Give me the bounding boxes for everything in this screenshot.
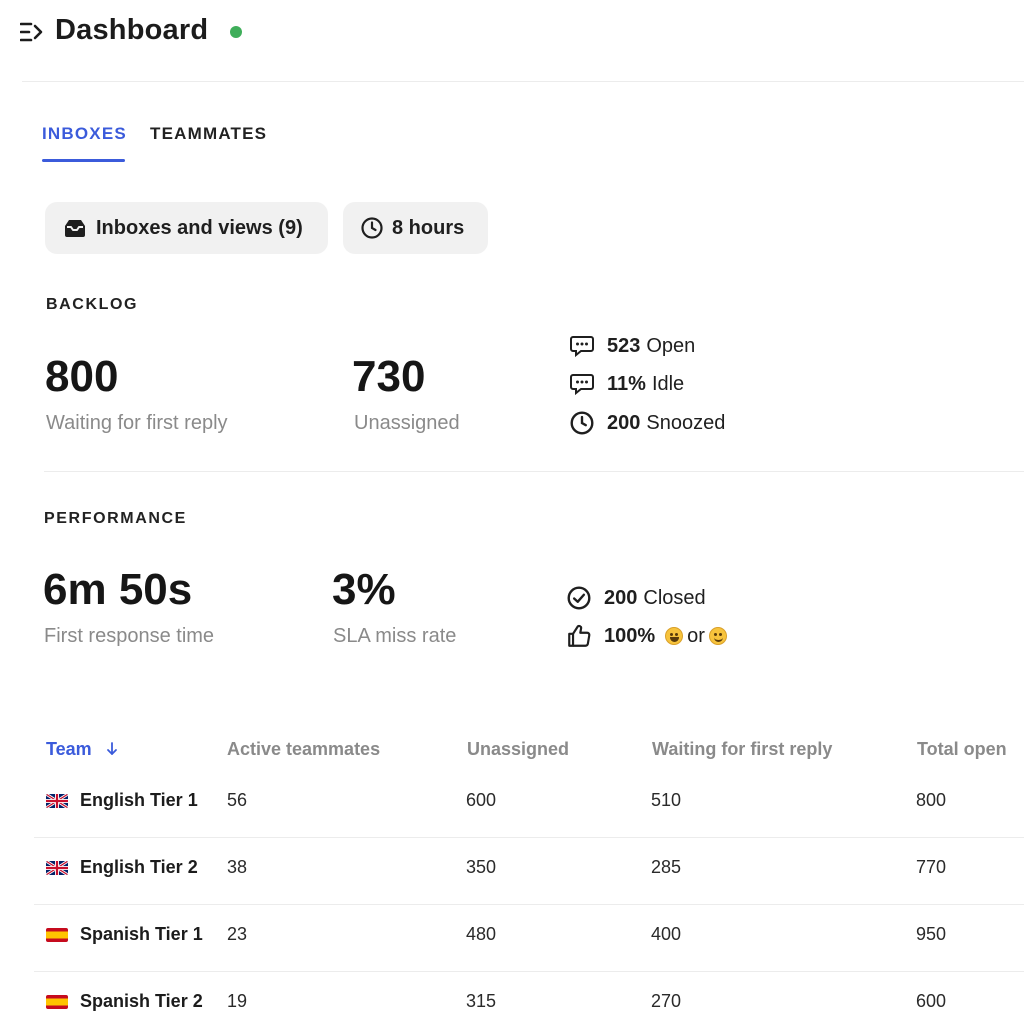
- active-teammates-cell: 23: [227, 924, 248, 944]
- row-divider: [34, 837, 1024, 838]
- total-open-column-header[interactable]: Total open: [917, 739, 1007, 759]
- idle-stat: 11% Idle: [569, 371, 684, 397]
- collapse-menu-icon[interactable]: [20, 21, 46, 43]
- clock-icon: [570, 411, 594, 435]
- total-open-cell: 770: [916, 857, 947, 877]
- tab-inboxes[interactable]: INBOXES: [42, 124, 127, 143]
- idle-label: Idle: [651, 372, 685, 395]
- sla-value: 3%: [332, 565, 396, 614]
- spain-flag-icon: [46, 995, 68, 1009]
- team-name: English Tier 1: [80, 790, 198, 810]
- chat-icon: [570, 336, 594, 358]
- unassigned-cell: 480: [466, 924, 497, 944]
- closed-stat: 200 Closed: [566, 585, 706, 611]
- active-teammates-cell: 38: [227, 857, 248, 877]
- open-label: Open: [646, 334, 696, 357]
- inboxes-filter-button[interactable]: Inboxes and views (9): [45, 202, 328, 254]
- time-range-label: 8 hours: [392, 216, 465, 239]
- uk-flag-icon: [46, 861, 68, 875]
- chat-icon: [570, 374, 594, 396]
- team-column-header[interactable]: Team: [46, 739, 119, 760]
- waiting-column-header[interactable]: Waiting for first reply: [652, 739, 833, 759]
- first-response-value: 6m 50s: [43, 565, 193, 614]
- waiting-caption: Waiting for first reply: [46, 412, 228, 434]
- performance-heading: PERFORMANCE: [44, 510, 187, 527]
- check-circle-icon: [567, 586, 591, 610]
- page-title: Dashboard: [55, 14, 209, 46]
- unassigned-column-header[interactable]: Unassigned: [467, 739, 570, 759]
- waiting-cell: 270: [651, 991, 682, 1011]
- unassigned-caption: Unassigned: [354, 412, 460, 434]
- table-row[interactable]: English Tier 1 56 600 510 800: [34, 771, 1024, 838]
- satisfaction-percent: 100%: [604, 624, 656, 647]
- thumbs-up-icon: [568, 624, 591, 647]
- grinning-face-icon: [665, 627, 684, 645]
- row-divider: [34, 971, 1024, 972]
- team-header-label: Team: [46, 739, 92, 759]
- unassigned-cell: 600: [466, 790, 497, 810]
- table-row[interactable]: Spanish Tier 1 23 480 400 950: [34, 905, 1024, 972]
- active-tab-indicator: [42, 159, 125, 162]
- header-divider: [22, 81, 1024, 82]
- backlog-heading: BACKLOG: [46, 296, 139, 313]
- unassigned-value: 730: [352, 352, 426, 401]
- header: Dashboard: [0, 0, 1024, 82]
- team-name: Spanish Tier 1: [80, 924, 203, 944]
- unassigned-cell: 315: [466, 991, 497, 1011]
- open-stat: 523 Open: [569, 333, 695, 359]
- active-teammates-column-header[interactable]: Active teammates: [227, 739, 381, 759]
- table-row[interactable]: English Tier 2 38 350 285 770: [34, 838, 1024, 905]
- waiting-cell: 510: [651, 790, 682, 810]
- arrow-down-icon: [106, 742, 117, 755]
- table-row[interactable]: Spanish Tier 2 19 315 270 600: [34, 972, 1024, 1024]
- first-response-caption: First response time: [44, 625, 215, 647]
- open-count: 523: [607, 334, 641, 357]
- closed-count: 200: [604, 586, 638, 609]
- status-dot: [230, 26, 242, 38]
- snoozed-count: 200: [607, 411, 641, 434]
- total-open-cell: 800: [916, 790, 947, 810]
- snoozed-stat: 200 Snoozed: [569, 410, 725, 436]
- section-divider: [44, 471, 1024, 472]
- tab-teammates[interactable]: TEAMMATES: [150, 124, 268, 143]
- unassigned-cell: 350: [466, 857, 497, 877]
- waiting-cell: 285: [651, 857, 682, 877]
- snoozed-label: Snoozed: [646, 411, 726, 434]
- closed-label: Closed: [643, 586, 706, 609]
- smiling-face-icon: [708, 627, 727, 645]
- active-teammates-cell: 56: [227, 790, 248, 810]
- sla-caption: SLA miss rate: [333, 625, 457, 647]
- total-open-cell: 950: [916, 924, 947, 944]
- total-open-cell: 600: [916, 991, 947, 1011]
- waiting-cell: 400: [651, 924, 682, 944]
- clock-icon: [361, 217, 383, 239]
- satisfaction-stat: 100% or: [566, 623, 731, 649]
- team-name: Spanish Tier 2: [80, 991, 203, 1011]
- inbox-icon: [65, 220, 85, 237]
- time-range-button[interactable]: 8 hours: [343, 202, 488, 254]
- uk-flag-icon: [46, 794, 68, 808]
- team-name: English Tier 2: [80, 857, 198, 877]
- idle-percent: 11%: [607, 372, 646, 395]
- row-divider: [34, 904, 1024, 905]
- inboxes-filter-label: Inboxes and views (9): [96, 216, 303, 239]
- waiting-value: 800: [45, 352, 119, 401]
- spain-flag-icon: [46, 928, 68, 942]
- active-teammates-cell: 19: [227, 991, 248, 1011]
- satisfaction-connector: or: [687, 624, 705, 647]
